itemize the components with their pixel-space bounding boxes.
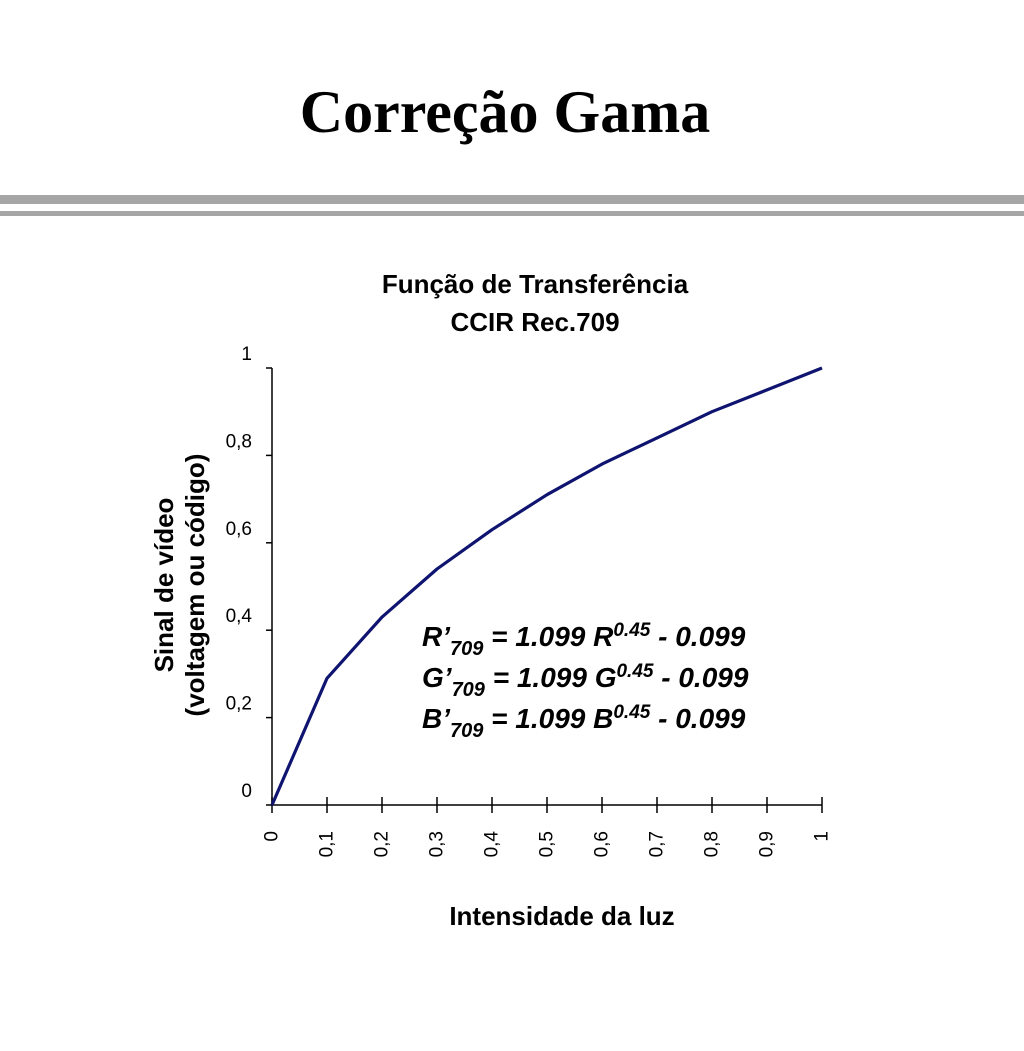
series-line: [270, 366, 823, 806]
formula-annotation: R’709 = 1.099 R0.45 - 0.099: [422, 620, 746, 660]
x-tick-label: 0,8: [702, 831, 723, 857]
y-axis-title: Sinal de vídeo (voltagem ou código): [149, 454, 210, 717]
y-axis-title-line-2: (voltagem ou código): [180, 454, 210, 717]
slide-title: Correção Gama: [299, 79, 711, 145]
x-axis-title: Intensidade da luz: [449, 901, 674, 931]
x-tick-label: 0,4: [482, 831, 503, 858]
divider-rule: [0, 211, 1024, 216]
chart-title: Função de Transferência: [382, 269, 689, 299]
y-tick-label: 1: [241, 344, 252, 365]
x-tick-label: 0,9: [757, 831, 778, 857]
x-tick-label: 0,7: [647, 831, 668, 857]
y-tick-label: 0,8: [226, 431, 252, 452]
x-tick-label: 1: [812, 831, 833, 842]
y-tick-label: 0,2: [226, 694, 252, 715]
formula-annotation: B’709 = 1.099 B0.45 - 0.099: [422, 702, 746, 742]
y-tick-label: 0,4: [226, 606, 253, 627]
x-tick-label: 0,2: [372, 831, 393, 857]
x-tick-label: 0,3: [427, 831, 448, 857]
formula-annotation: G’709 = 1.099 G0.45 - 0.099: [422, 661, 749, 701]
x-tick-label: 0,5: [537, 831, 558, 857]
x-tick-label: 0,1: [317, 831, 338, 857]
x-tick-label: 0: [262, 831, 283, 842]
y-tick-label: 0: [241, 781, 252, 802]
chart-subtitle: CCIR Rec.709: [450, 307, 619, 337]
y-tick-label: 0,6: [226, 519, 252, 540]
x-tick-label: 0,6: [592, 831, 613, 857]
y-axis-title-line-1: Sinal de vídeo: [149, 498, 179, 673]
divider-rule: [0, 195, 1024, 204]
